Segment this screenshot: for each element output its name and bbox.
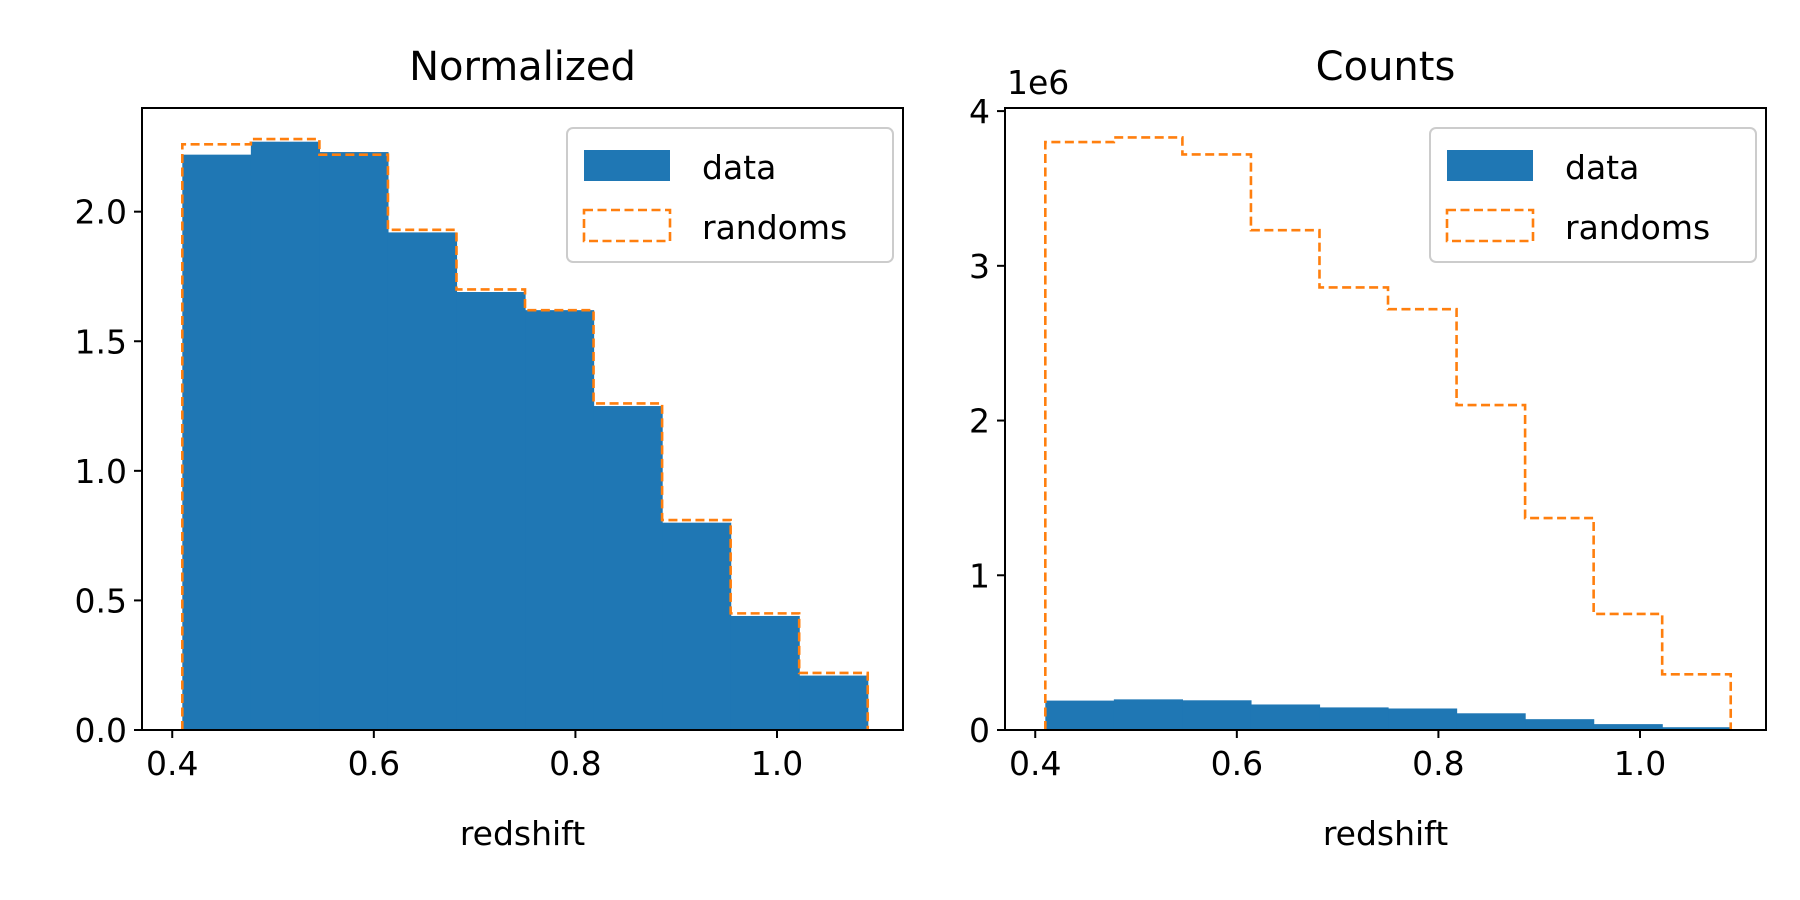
y-offset-label: 1e6 bbox=[1007, 63, 1069, 102]
y-tick-label: 2.0 bbox=[75, 193, 127, 232]
x-tick-label: 0.6 bbox=[348, 744, 400, 783]
randoms-step-line bbox=[181, 137, 870, 730]
data-bar bbox=[1250, 704, 1321, 730]
data-bar bbox=[182, 154, 252, 730]
data-bar bbox=[593, 406, 663, 730]
x-tick-label: 0.8 bbox=[1412, 744, 1464, 783]
axes-frame bbox=[1004, 107, 1767, 731]
legend-label-randoms: randoms bbox=[702, 208, 847, 247]
legend-swatch-data bbox=[584, 150, 670, 181]
counts-panel: 0.4 0.6 0.8 1.0 0 1 2 3 4 Counts redshift 1e6 data ra… bbox=[969, 44, 1767, 853]
chart-title: Normalized bbox=[409, 44, 636, 90]
legend-label-randoms: randoms bbox=[1565, 208, 1710, 247]
data-bar bbox=[250, 141, 320, 731]
y-tick-label: 3 bbox=[969, 247, 990, 286]
data-bar bbox=[1388, 708, 1458, 730]
legend-label-data: data bbox=[702, 148, 776, 187]
x-axis-label: redshift bbox=[1323, 814, 1448, 853]
x-tick-label: 1.0 bbox=[1614, 744, 1666, 783]
chart-title: Counts bbox=[1316, 44, 1456, 90]
data-bar bbox=[1456, 713, 1526, 730]
data-bar bbox=[1525, 719, 1595, 730]
data-bar bbox=[319, 152, 389, 730]
y-tick-label: 0.5 bbox=[75, 581, 127, 620]
y-tick-label: 4 bbox=[969, 92, 990, 131]
x-tick-label: 1.0 bbox=[751, 744, 803, 783]
data-bar bbox=[387, 232, 458, 730]
legend-swatch-data bbox=[1447, 150, 1533, 181]
data-bar bbox=[799, 675, 869, 730]
data-bar bbox=[1182, 700, 1252, 730]
data-bar bbox=[456, 292, 526, 730]
data-bar bbox=[730, 615, 800, 730]
data-bar bbox=[1113, 699, 1183, 730]
legend-swatch-randoms bbox=[582, 208, 672, 243]
x-tick-label: 0.6 bbox=[1211, 744, 1263, 783]
x-axis-label: redshift bbox=[460, 814, 585, 853]
x-tick-label: 0.4 bbox=[146, 744, 198, 783]
x-tick-label: 0.8 bbox=[549, 744, 601, 783]
data-bar bbox=[1662, 727, 1732, 730]
normalized-panel: 0.4 0.6 0.8 1.0 0.0 0.5 1.0 1.5 2.0 Normalized red… bbox=[75, 44, 904, 853]
y-tick-label: 0.0 bbox=[75, 711, 127, 750]
data-bar bbox=[1045, 700, 1115, 730]
x-tick-label: 0.4 bbox=[1009, 744, 1061, 783]
y-tick-label: 1.0 bbox=[75, 452, 127, 491]
y-tick-label: 2 bbox=[969, 402, 990, 441]
legend-swatch-randoms bbox=[1445, 208, 1535, 243]
y-tick-label: 0 bbox=[969, 711, 990, 750]
data-bar bbox=[1319, 707, 1389, 730]
data-bar bbox=[662, 522, 732, 730]
data-bar bbox=[1593, 724, 1663, 730]
data-bar bbox=[525, 310, 595, 730]
legend-label-data: data bbox=[1565, 148, 1639, 187]
randoms-step-line bbox=[1044, 136, 1733, 730]
y-tick-label: 1.5 bbox=[75, 322, 127, 361]
axes-frame bbox=[141, 107, 904, 731]
y-tick-label: 1 bbox=[969, 556, 990, 595]
